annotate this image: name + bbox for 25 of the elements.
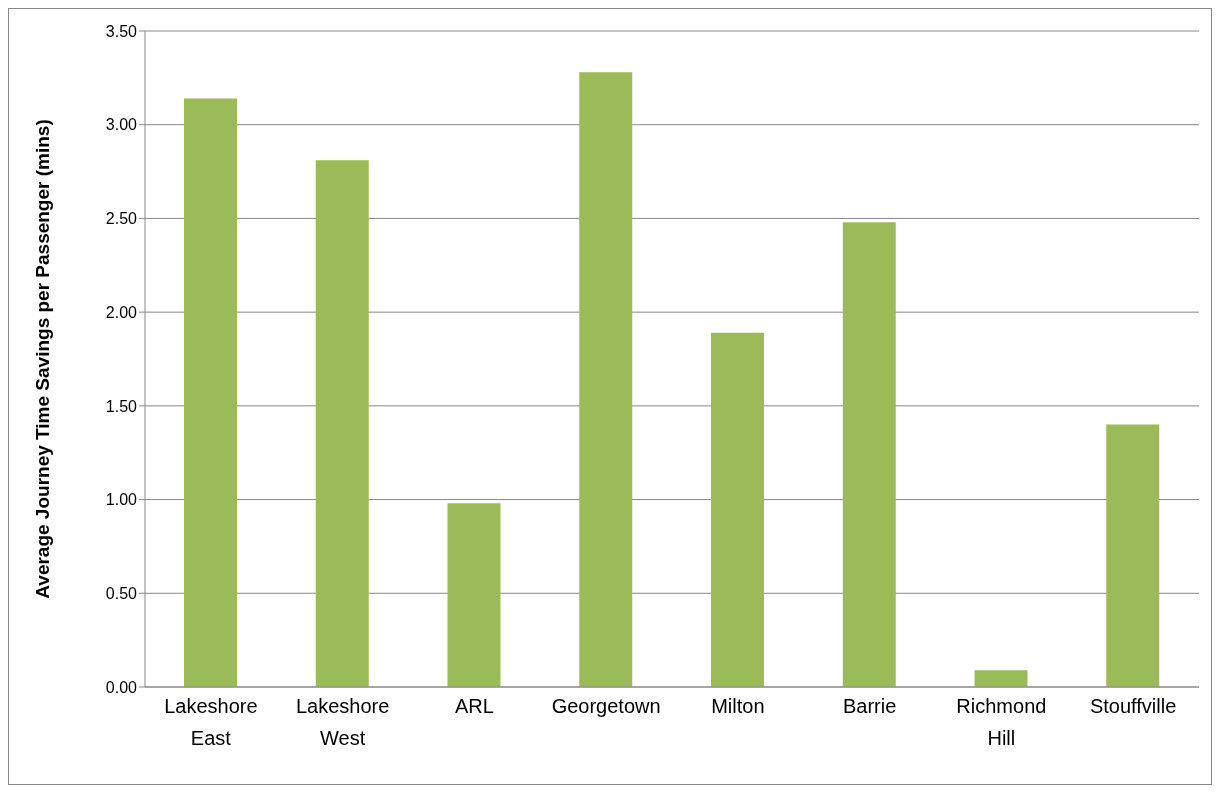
bar [315,160,369,687]
y-tick-label: 2.00 [105,303,138,321]
y-tick-label: 1.50 [105,397,138,415]
x-tick-label: Richmond Hill [956,695,1047,749]
bar [842,222,896,687]
y-tick-label: 0.00 [105,678,138,696]
y-tick-label: 3.50 [105,22,138,40]
x-tick-label: Barrie [842,695,897,717]
x-tick-label: Stouffville [1089,695,1177,717]
x-tick-label: ARL [454,695,494,717]
y-tick-label: 1.00 [105,491,138,509]
bar [447,503,501,687]
bar [1106,424,1160,687]
bar [711,332,764,687]
bar [184,98,237,687]
y-tick-label: 3.00 [105,116,138,134]
x-tick-label: Lakeshore East [164,695,258,749]
y-tick-label: 2.50 [105,210,138,228]
y-tick-label: 0.50 [105,584,138,602]
bar [974,670,1028,687]
y-axis-title: Average Journey Time Savings per Passenger (mins) [31,119,53,599]
x-tick-label: Lakeshore West [295,695,390,749]
x-tick-label: Milton [711,695,765,717]
bar [579,72,633,687]
x-tick-label: Georgetown [551,695,661,717]
